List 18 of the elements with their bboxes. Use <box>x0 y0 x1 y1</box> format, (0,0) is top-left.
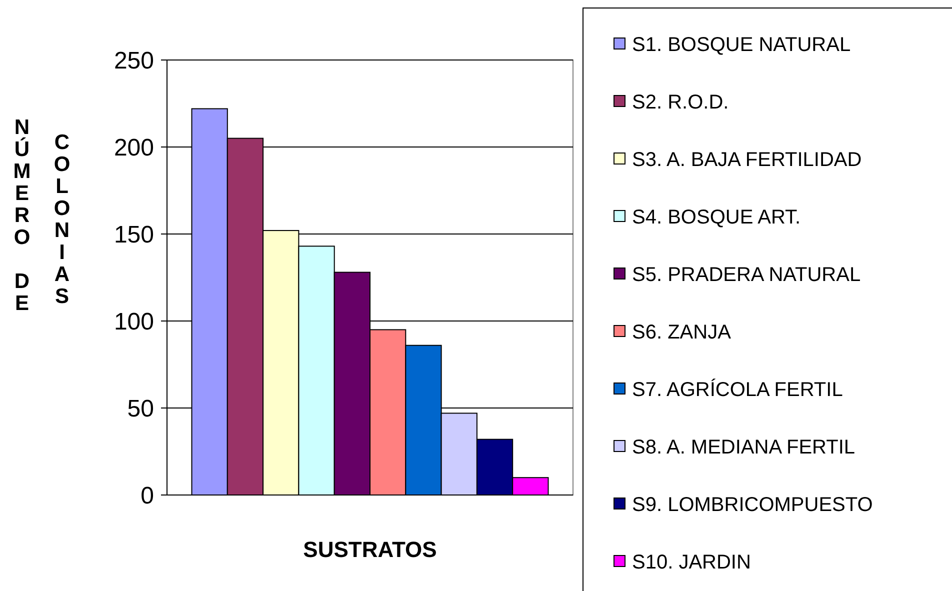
y-tick-label: 50 <box>127 395 154 422</box>
legend-label: S5. PRADERA NATURAL <box>632 264 861 286</box>
y-tick-label: 200 <box>114 134 154 162</box>
y-tick-label: 100 <box>114 308 154 336</box>
legend-label: S2. R.O.D. <box>632 92 729 114</box>
legend-label: S3. A. BAJA FERTILIDAD <box>632 149 862 171</box>
legend-label: S1. BOSQUE NATURAL <box>632 34 851 56</box>
legend-label: S4. BOSQUE ART. <box>632 206 801 228</box>
x-axis-title: SUSTRATOS <box>303 537 437 562</box>
y-axis-title: NÚMERO DE COLONIAS <box>10 116 74 314</box>
legend-label: S6. ZANJA <box>632 322 732 344</box>
y-tick-label: 250 <box>114 47 154 74</box>
y-tick-label: 0 <box>140 482 154 510</box>
legend-label: S10. JARDIN <box>632 552 751 574</box>
legend-label: S8. A. MEDIANA FERTIL <box>632 436 856 458</box>
legend-label: S7. AGRÍCOLA FERTIL <box>632 378 843 401</box>
y-tick-label: 150 <box>114 221 154 248</box>
legend-label: S9. LOMBRICOMPUESTO <box>632 494 873 516</box>
